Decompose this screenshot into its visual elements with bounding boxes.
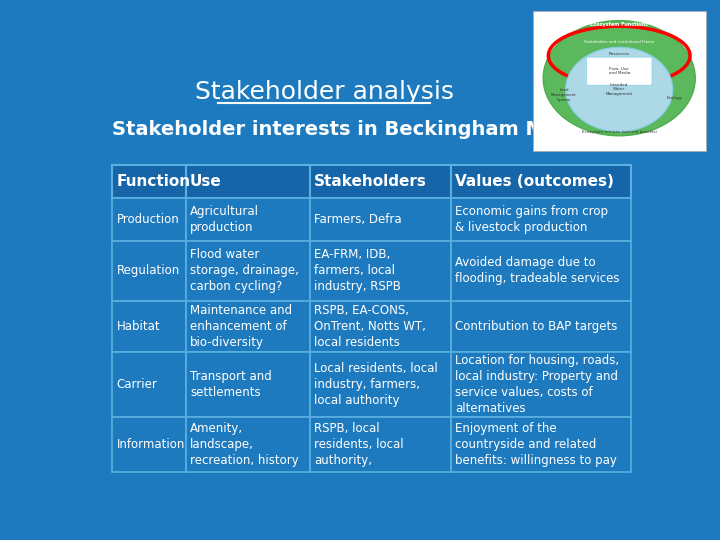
Bar: [186, 416, 310, 472]
Bar: [186, 352, 310, 416]
Text: Ecology: Ecology: [667, 96, 683, 100]
Text: Land
Management
System: Land Management System: [551, 89, 577, 102]
Text: Intended
Water
Management: Intended Water Management: [606, 83, 633, 96]
Text: Flow, Use
and Media: Flow, Use and Media: [608, 67, 630, 76]
Text: Transport and
settlements: Transport and settlements: [190, 370, 272, 399]
Text: RSPB, EA-CONS,
OnTrent, Notts WT,
local residents: RSPB, EA-CONS, OnTrent, Notts WT, local …: [314, 304, 426, 349]
Bar: [451, 165, 631, 198]
Ellipse shape: [566, 48, 672, 132]
Text: Location for housing, roads,
local industry: Property and
service values, costs : Location for housing, roads, local indus…: [455, 354, 619, 415]
Bar: [310, 301, 451, 352]
Text: Use: Use: [190, 174, 222, 188]
Text: Local residents, local
industry, farmers,
local authority: Local residents, local industry, farmers…: [314, 362, 438, 407]
Ellipse shape: [543, 21, 696, 136]
Text: Agricultural
production: Agricultural production: [190, 205, 259, 234]
Text: RSPB, local
residents, local
authority,: RSPB, local residents, local authority,: [314, 422, 404, 467]
Text: Information: Information: [117, 438, 185, 451]
Bar: [112, 416, 186, 472]
Bar: [112, 301, 186, 352]
Bar: [186, 165, 310, 198]
Text: Flood water
storage, drainage,
carbon cycling?: Flood water storage, drainage, carbon cy…: [190, 248, 299, 293]
Text: Amenity,
landscape,
recreation, history: Amenity, landscape, recreation, history: [190, 422, 299, 467]
Text: Stakeholder interests in Beckingham Marshes: Stakeholder interests in Beckingham Mars…: [112, 120, 618, 139]
Text: Resources: Resources: [608, 52, 630, 56]
Text: Regulation: Regulation: [117, 264, 180, 277]
Bar: [310, 241, 451, 301]
Bar: [451, 416, 631, 472]
Text: Contribution to BAP targets: Contribution to BAP targets: [455, 320, 618, 333]
Bar: [112, 241, 186, 301]
Text: Avoided damage due to
flooding, tradeable services: Avoided damage due to flooding, tradeabl…: [455, 256, 620, 285]
Bar: [186, 301, 310, 352]
Text: Stakeholder and Institutional Frame: Stakeholder and Institutional Frame: [584, 39, 654, 44]
Bar: [310, 352, 451, 416]
Text: Production: Production: [117, 213, 179, 226]
Text: EA-FRM, IDB,
farmers, local
industry, RSPB: EA-FRM, IDB, farmers, local industry, RS…: [314, 248, 401, 293]
Text: Stakeholder analysis: Stakeholder analysis: [195, 80, 454, 104]
Bar: [186, 241, 310, 301]
Text: Function: Function: [117, 174, 191, 188]
Bar: [451, 301, 631, 352]
Text: Enjoyment of the
countryside and related
benefits: willingness to pay: Enjoyment of the countryside and related…: [455, 422, 617, 467]
Bar: [310, 416, 451, 472]
Text: Habitat: Habitat: [117, 320, 161, 333]
Bar: [451, 198, 631, 241]
Bar: [451, 241, 631, 301]
Bar: [310, 198, 451, 241]
Text: Ecosystem services (use and benefits): Ecosystem services (use and benefits): [582, 130, 657, 133]
Bar: [112, 165, 186, 198]
FancyBboxPatch shape: [586, 57, 652, 85]
Bar: [112, 198, 186, 241]
Text: Stakeholders: Stakeholders: [314, 174, 427, 188]
Text: Values (outcomes): Values (outcomes): [455, 174, 614, 188]
Bar: [451, 352, 631, 416]
Bar: [310, 165, 451, 198]
Text: Carrier: Carrier: [117, 378, 158, 391]
Bar: [112, 352, 186, 416]
Text: Economic gains from crop
& livestock production: Economic gains from crop & livestock pro…: [455, 205, 608, 234]
Bar: [186, 198, 310, 241]
Text: Ecosystem Functions: Ecosystem Functions: [590, 22, 648, 28]
Text: Maintenance and
enhancement of
bio-diversity: Maintenance and enhancement of bio-diver…: [190, 304, 292, 349]
Text: Farmers, Defra: Farmers, Defra: [314, 213, 402, 226]
